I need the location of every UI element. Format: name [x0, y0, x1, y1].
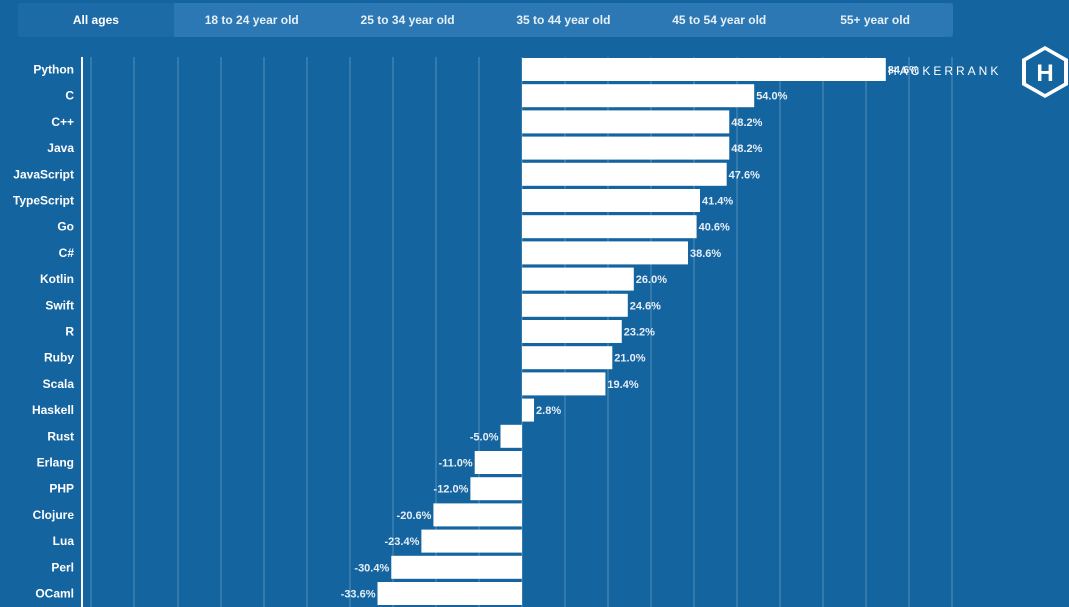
bar	[470, 477, 522, 501]
category-label: Rust	[47, 429, 74, 443]
bar	[522, 372, 606, 396]
brand-wordmark: HACKERRANK	[888, 64, 1002, 78]
bar	[391, 555, 522, 579]
value-label: -5.0%	[470, 431, 499, 443]
bar	[522, 189, 701, 212]
logo-letter: H	[1036, 60, 1053, 87]
tab-55-plus[interactable]: 55+ year old	[840, 13, 910, 27]
value-label: 38.6%	[690, 248, 721, 260]
value-label: 54.0%	[756, 91, 787, 103]
value-label: 2.8%	[536, 405, 561, 417]
bar	[522, 84, 755, 108]
category-label: Lua	[53, 534, 75, 548]
category-label: Java	[47, 141, 74, 155]
category-label: Erlang	[37, 456, 74, 470]
value-label: 26.0%	[636, 274, 667, 286]
hackerrank-logo-icon: H	[1022, 46, 1068, 98]
value-label: -12.0%	[434, 484, 469, 496]
bar	[522, 215, 697, 239]
category-label: C++	[51, 115, 74, 129]
bar	[522, 241, 688, 265]
value-label: 23.2%	[624, 327, 655, 339]
category-label: C	[65, 89, 74, 103]
value-label: 41.4%	[702, 196, 733, 208]
category-label: Swift	[45, 298, 74, 312]
bar	[433, 503, 522, 527]
bar	[522, 398, 535, 422]
category-label: Haskell	[32, 403, 74, 417]
category-label: Ruby	[44, 351, 74, 365]
category-label: Clojure	[33, 508, 75, 522]
value-label: 84.6%	[888, 65, 919, 77]
category-label: TypeScript	[13, 194, 74, 208]
tab-18-to-24[interactable]: 18 to 24 year old	[204, 13, 299, 27]
bar	[522, 267, 634, 291]
category-label: C#	[59, 246, 75, 260]
bar	[522, 110, 730, 134]
age-tab-bar: All ages 18 to 24 year old 25 to 34 year…	[18, 3, 953, 37]
bar	[522, 346, 613, 370]
value-label: 19.4%	[607, 379, 638, 391]
tab-25-to-34[interactable]: 25 to 34 year old	[360, 13, 455, 27]
category-label: JavaScript	[13, 167, 74, 181]
category-label: Go	[57, 220, 74, 234]
bar	[522, 58, 886, 81]
value-label: 40.6%	[699, 222, 730, 234]
bar	[522, 293, 628, 317]
value-label: 24.6%	[630, 300, 661, 312]
category-label: Perl	[51, 560, 74, 574]
bar	[377, 582, 522, 605]
tab-35-to-44[interactable]: 35 to 44 year old	[516, 13, 611, 27]
bar	[522, 136, 730, 160]
value-label: 48.2%	[731, 117, 762, 129]
value-label: 21.0%	[614, 353, 645, 365]
value-label: 48.2%	[731, 143, 762, 155]
value-label: -30.4%	[354, 562, 389, 574]
category-label: Python	[33, 63, 74, 77]
category-label: R	[65, 325, 74, 339]
category-label: Scala	[43, 377, 75, 391]
value-label: -33.6%	[341, 589, 376, 601]
bar	[474, 451, 522, 474]
category-label: OCaml	[35, 587, 74, 601]
bar	[500, 424, 522, 448]
tab-45-to-54[interactable]: 45 to 54 year old	[672, 13, 767, 27]
value-label: -20.6%	[397, 510, 432, 522]
category-label: Kotlin	[40, 272, 74, 286]
value-label: 47.6%	[729, 169, 760, 181]
bar	[522, 320, 622, 343]
bar	[522, 162, 727, 186]
bar	[421, 529, 522, 553]
value-label: -23.4%	[385, 536, 420, 548]
tab-all-ages[interactable]: All ages	[18, 3, 174, 37]
value-label: -11.0%	[438, 458, 472, 470]
category-label: PHP	[49, 482, 74, 496]
